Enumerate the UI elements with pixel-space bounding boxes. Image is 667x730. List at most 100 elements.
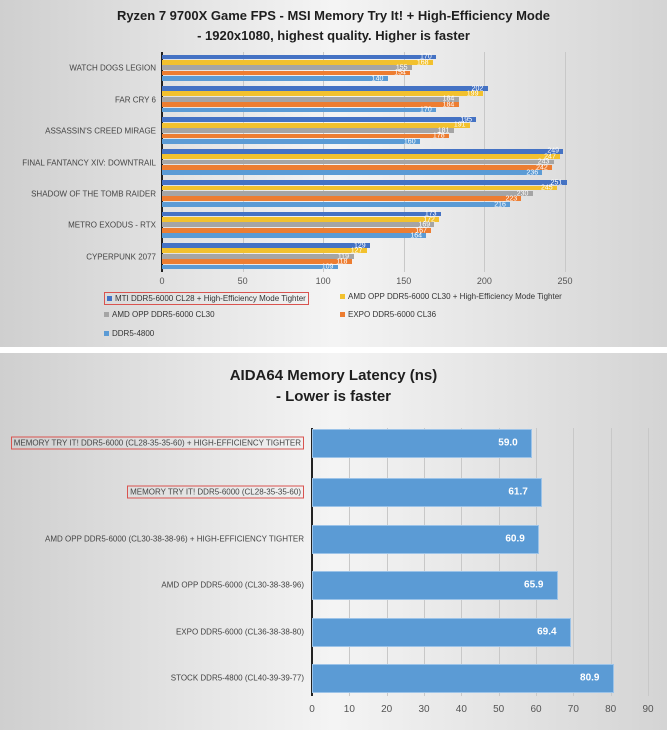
fps-value-label: 154 <box>394 69 406 77</box>
fps-x-tick: 100 <box>315 276 331 286</box>
latency-value-label: 80.9 <box>580 672 600 684</box>
latency-value-label: 61.7 <box>508 486 528 498</box>
fps-bar <box>162 96 459 102</box>
fps-value-label: 140 <box>371 75 384 83</box>
fps-value-label: 243 <box>537 158 550 166</box>
latency-x-tick: 30 <box>418 704 430 715</box>
latency-bar <box>312 618 572 647</box>
fps-bar <box>162 70 411 76</box>
legend-swatch-icon <box>104 331 109 337</box>
latency-chart-title: AIDA64 Memory Latency (ns) - Lower is fa… <box>0 365 667 407</box>
fps-bar <box>162 54 437 60</box>
fps-bar <box>162 154 561 159</box>
fps-bar <box>162 180 567 185</box>
fps-title-line2: - 1920x1080, highest quality. Higher is … <box>197 28 470 43</box>
fps-title-line1: Ryzen 7 9700X Game FPS - MSI Memory Try … <box>116 8 551 23</box>
latency-x-tick: 80 <box>605 704 617 715</box>
fps-value-label: 247 <box>544 153 556 161</box>
latency-category-label: MEMORY TRY IT! DDR5-6000 (CL28-35-35-60) <box>127 485 304 499</box>
latency-category-label: AMD OPP DDR5-6000 (CL30-38-38-96) <box>161 580 304 590</box>
fps-bar <box>162 170 543 176</box>
fps-chart-panel: Ryzen 7 9700X Game FPS - MSI Memory Try … <box>0 0 667 347</box>
fps-value-label: 118 <box>336 258 348 266</box>
fps-bar <box>162 133 449 139</box>
fps-value-label: 236 <box>526 169 539 177</box>
latency-gridline <box>573 428 575 696</box>
fps-chart-title: Ryzen 7 9700X Game FPS - MSI Memory Try … <box>0 6 667 46</box>
fps-bar <box>162 222 435 228</box>
fps-value-label: 172 <box>423 216 435 224</box>
latency-x-tick: 60 <box>530 704 542 715</box>
fps-legend-item: EXPO DDR5-6000 CL36 <box>340 310 436 319</box>
fps-value-label: 173 <box>424 210 437 218</box>
fps-bar <box>162 201 511 207</box>
latency-y-axis <box>311 428 313 696</box>
latency-bar <box>312 664 615 693</box>
fps-bar <box>162 211 441 217</box>
legend-label: EXPO DDR5-6000 CL36 <box>348 310 437 319</box>
fps-legend-item: MTI DDR5-6000 CL28 + High-Efficiency Mod… <box>104 292 309 305</box>
fps-bar <box>162 243 370 248</box>
legend-swatch-icon <box>104 312 109 318</box>
fps-bar <box>162 227 432 233</box>
latency-x-tick: 40 <box>455 704 467 715</box>
fps-value-label: 191 <box>453 121 466 129</box>
fps-x-tick: 50 <box>237 276 248 286</box>
fps-category-label: CYPERPUNK 2077 <box>86 252 156 262</box>
legend-label: AMD OPP DDR5-6000 CL30 <box>112 310 215 319</box>
fps-value-label: 109 <box>321 263 334 271</box>
latency-category-label: AMD OPP DDR5-6000 (CL30-38-38-96) + HIGH… <box>45 534 304 544</box>
fps-value-label: 199 <box>466 90 479 98</box>
latency-gridline <box>536 428 537 696</box>
fps-value-label: 184 <box>442 95 455 103</box>
fps-value-label: 178 <box>432 132 445 140</box>
latency-bar <box>312 571 559 600</box>
fps-value-label: 127 <box>350 247 363 255</box>
fps-bar <box>162 185 557 191</box>
fps-bar <box>162 117 477 123</box>
legend-label: AMD OPP DDR5-6000 CL30 + High-Efficiency… <box>348 292 562 301</box>
latency-gridline <box>648 428 649 696</box>
latency-title-line1: AIDA64 Memory Latency (ns) <box>229 367 438 384</box>
fps-bar <box>162 253 354 259</box>
latency-value-label: 60.9 <box>505 533 525 545</box>
fps-category-label: FINAL FANTANCY XIV: DOWNTRAIL <box>22 158 156 167</box>
latency-x-tick: 20 <box>381 704 393 715</box>
latency-value-label: 59.0 <box>498 437 518 449</box>
latency-gridline <box>349 428 351 696</box>
fps-value-label: 119 <box>337 253 349 261</box>
fps-bar <box>162 233 427 239</box>
fps-value-label: 170 <box>420 53 432 61</box>
latency-category-label: MEMORY TRY IT! DDR5-6000 (CL28-35-35-60)… <box>10 436 304 450</box>
fps-value-label: 251 <box>550 179 563 187</box>
fps-x-tick: 250 <box>557 276 573 286</box>
latency-x-tick: 70 <box>567 704 579 715</box>
fps-value-label: 181 <box>437 127 450 135</box>
latency-x-tick: 10 <box>343 704 355 715</box>
latency-title-line2: - Lower is faster <box>275 388 392 405</box>
fps-x-tick: 150 <box>396 276 412 286</box>
fps-x-tick: 200 <box>476 276 492 286</box>
fps-category-label: WATCH DOGS LEGION <box>69 63 156 73</box>
fps-bar <box>162 59 433 65</box>
legend-swatch-icon <box>340 294 345 300</box>
fps-bar <box>162 159 554 165</box>
fps-bar <box>162 107 437 113</box>
fps-value-label: 223 <box>505 195 518 203</box>
latency-bar <box>312 525 540 554</box>
latency-x-tick: 0 <box>309 704 315 715</box>
fps-bar <box>162 102 459 107</box>
fps-legend-item: AMD OPP DDR5-6000 CL30 <box>104 310 215 319</box>
fps-category-label: METRO EXODUS - RTX <box>68 220 156 230</box>
fps-bar <box>162 196 522 202</box>
fps-value-label: 202 <box>471 85 484 93</box>
latency-gridline <box>461 428 463 696</box>
fps-value-label: 230 <box>516 190 529 198</box>
fps-value-label: 242 <box>536 164 548 172</box>
fps-legend-item: AMD OPP DDR5-6000 CL30 + High-Efficiency… <box>340 292 562 301</box>
fps-category-label: ASSASSIN'S CREED MIRAGE <box>45 126 156 136</box>
fps-bar <box>162 76 388 81</box>
fps-x-tick: 0 <box>159 276 165 286</box>
fps-value-label: 249 <box>547 147 560 155</box>
latency-category-label: STOCK DDR5-4800 (CL40-39-39-77) <box>170 673 304 683</box>
